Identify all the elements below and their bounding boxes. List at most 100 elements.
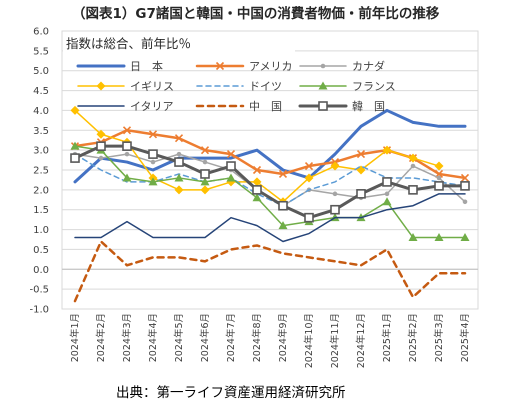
legend-item: 中 国 [195, 100, 282, 113]
legend-label: 中 国 [249, 100, 282, 113]
point-marker [122, 173, 132, 182]
legend-item: 日 本 [76, 59, 163, 73]
legend-item: アメリカ [195, 60, 292, 73]
series-5 [70, 141, 470, 242]
point-marker [70, 105, 80, 115]
point-marker [202, 159, 208, 165]
point-marker [436, 175, 442, 181]
point-marker [460, 233, 470, 242]
point-marker [408, 185, 418, 195]
y-tick-label: 4.0 [33, 106, 49, 117]
chart-note: 指数は総合、前年比％ [66, 36, 191, 51]
point-marker [174, 157, 184, 167]
point-marker [215, 61, 225, 71]
y-tick-label: 3.5 [33, 126, 49, 137]
point-marker [318, 101, 328, 111]
y-tick-label: 2.5 [33, 166, 49, 177]
x-tick-label: 2024年5月 [173, 313, 185, 362]
point-marker [460, 181, 470, 191]
series-7 [73, 240, 467, 303]
y-tick-label: 2.0 [33, 185, 49, 196]
point-marker [304, 161, 314, 171]
chart-source: 出典：第一ライフ資産運用経済研究所 [116, 384, 346, 401]
series-line [73, 129, 467, 180]
point-marker [384, 191, 390, 197]
y-tick-label: 4.5 [33, 86, 49, 97]
point-marker [382, 145, 392, 155]
legend-label: ドイツ [249, 80, 282, 93]
y-axis: 6.0 5.5 5.0 4.5 4.0 3.5 3.0 2.5 2.0 1.5 1.0 0.5 0.0 -… [29, 27, 49, 316]
legend-item: イギリス [77, 80, 174, 93]
point-marker [252, 165, 262, 175]
x-tick-label: 2024年4月 [147, 313, 159, 362]
x-tick-label: 2024年10月 [303, 313, 315, 368]
point-marker [176, 151, 182, 157]
point-marker [278, 221, 288, 230]
legend-label: アメリカ [249, 60, 292, 73]
point-marker [226, 173, 236, 182]
series-line [74, 193, 466, 243]
legend-label: カナダ [352, 59, 385, 73]
legend-item: フランス [299, 80, 396, 93]
point-marker [96, 81, 106, 91]
x-tick-label: 2024年12月 [355, 313, 367, 368]
legend-item: 韓 国 [298, 100, 385, 113]
point-marker [200, 177, 210, 186]
point-marker [252, 177, 262, 187]
series-6 [74, 193, 466, 243]
point-marker [122, 126, 132, 135]
point-marker [200, 185, 210, 195]
point-marker [330, 204, 340, 215]
y-tick-label: 1.0 [33, 225, 49, 236]
y-tick-label: -1.0 [29, 305, 49, 316]
x-tick-label: 2024年6月 [199, 313, 211, 362]
point-marker [330, 161, 340, 171]
point-marker [356, 189, 366, 199]
x-tick-label: 2025年3月 [433, 313, 445, 362]
series-line [73, 108, 467, 184]
series-line [73, 144, 467, 220]
series-4 [74, 153, 466, 207]
x-tick-label: 2025年4月 [459, 313, 471, 362]
point-marker [410, 163, 416, 169]
point-marker [226, 150, 236, 159]
x-tick-label: 2024年8月 [251, 313, 263, 362]
legend-label: 韓 国 [352, 100, 385, 113]
x-tick-label: 2025年2月 [407, 313, 419, 362]
chart-title: （図表1）G7諸国と韓国・中国の消費者物価・前年比の推移 [72, 5, 440, 22]
point-marker [122, 141, 132, 151]
x-axis: 2024年1月 2024年2月 2024年3月 2024年4月 2024年5月 2024年… [69, 313, 471, 368]
point-marker [96, 141, 106, 151]
legend-item: ドイツ [196, 80, 282, 93]
point-marker [434, 161, 444, 171]
point-marker [174, 173, 184, 182]
x-tick-label: 2024年2月 [95, 313, 107, 362]
point-marker [408, 153, 418, 163]
series-line [74, 153, 466, 207]
point-marker [70, 153, 80, 163]
point-marker [408, 233, 418, 242]
x-tick-label: 2024年1月 [69, 313, 81, 362]
y-tick-label: -0.5 [29, 285, 49, 296]
y-tick-label: 0.5 [33, 245, 49, 256]
y-tick-label: 3.0 [33, 146, 49, 157]
point-marker [356, 150, 366, 159]
point-marker [382, 177, 392, 187]
series-8 [70, 141, 470, 223]
point-marker [434, 233, 444, 242]
point-marker [148, 177, 158, 186]
point-marker [304, 212, 314, 223]
point-marker [174, 134, 184, 143]
legend-item: カナダ [299, 59, 385, 73]
point-marker [226, 161, 236, 171]
series-line [74, 145, 466, 239]
series-0 [73, 108, 467, 184]
point-marker [148, 130, 158, 139]
point-marker [278, 200, 288, 211]
point-marker [252, 193, 262, 202]
y-tick-label: 5.0 [33, 66, 49, 77]
legend-item: イタリア [77, 100, 174, 113]
point-marker [462, 199, 468, 205]
